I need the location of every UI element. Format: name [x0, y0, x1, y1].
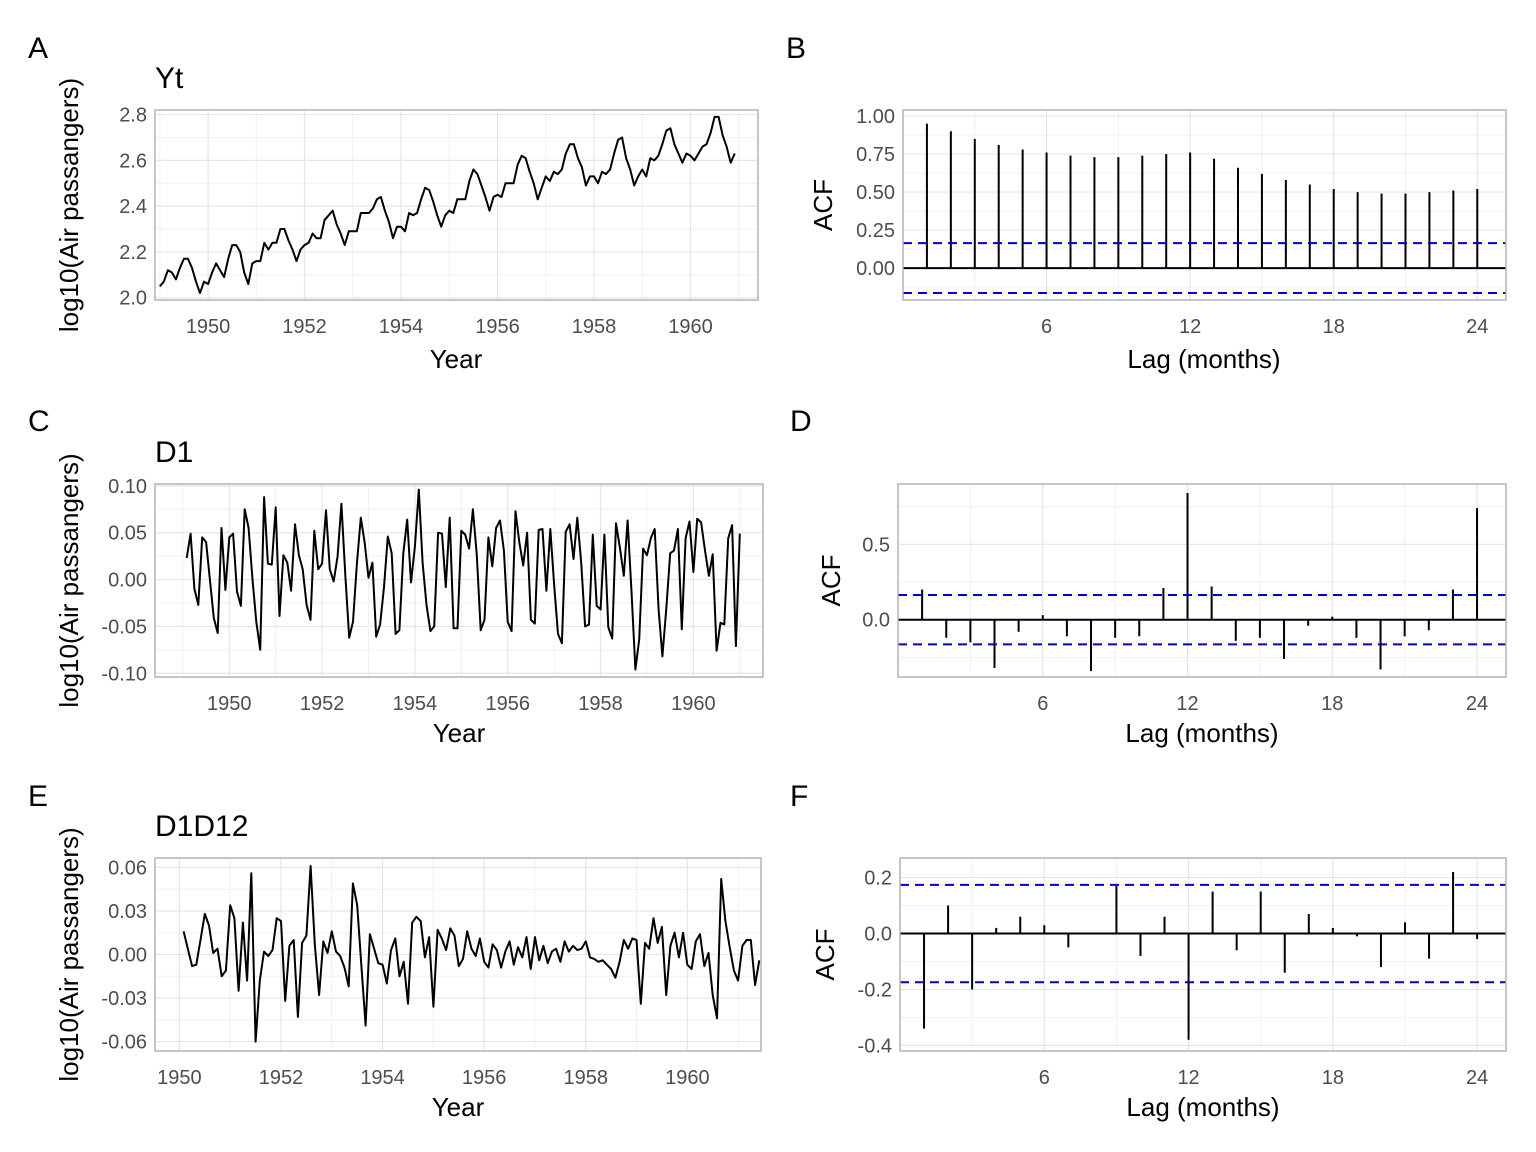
y-tick-label: 0.0 — [862, 610, 890, 632]
panel-border — [897, 483, 1507, 678]
y-tick-label: 0.03 — [108, 901, 147, 923]
x-tick-label: 12 — [1179, 316, 1201, 338]
y-tick-label: 2.0 — [119, 288, 147, 310]
x-axis-title: Year — [433, 718, 486, 748]
x-tick-label: 1960 — [665, 1067, 710, 1089]
chart-d: 0.0 0.5 6 12 18 24 Lag (months) ACF — [816, 483, 1507, 748]
x-tick-label: 1956 — [485, 693, 530, 715]
panel-letter-f: F — [790, 780, 808, 813]
y-tick-label: 0.2 — [864, 868, 892, 890]
series-line — [182, 865, 761, 1043]
panel-letter-a: A — [28, 32, 48, 65]
x-tick-label: 1956 — [475, 316, 520, 338]
y-tick-label: -0.05 — [101, 616, 147, 638]
y-tick-label: 0.10 — [108, 476, 147, 498]
y-axis-title: log10(Air passangers) — [54, 78, 84, 332]
chart-c: -0.10 -0.05 0.00 0.05 0.10 1950 1952 1954 1956 19… — [54, 453, 764, 748]
chart-f: -0.4 -0.2 0.0 0.2 6 12 18 24 Lag (months) ACF — [810, 857, 1507, 1122]
x-tick-label: 1954 — [379, 316, 424, 338]
y-tick-label: 0.50 — [856, 182, 895, 204]
y-tick-label: -0.4 — [858, 1035, 892, 1057]
y-tick-label: 2.2 — [119, 242, 147, 264]
x-axis-title: Lag (months) — [1125, 718, 1278, 748]
panel-border — [154, 483, 764, 678]
x-tick-label: 1950 — [207, 693, 252, 715]
x-axis-title: Lag (months) — [1126, 1092, 1279, 1122]
x-tick-label: 18 — [1322, 1067, 1344, 1089]
panel-title-e: D1D12 — [155, 810, 248, 843]
x-tick-label: 1956 — [462, 1067, 507, 1089]
x-tick-label: 18 — [1321, 693, 1343, 715]
x-tick-label: 6 — [1039, 1067, 1050, 1089]
panel-border — [154, 109, 759, 301]
x-tick-label: 1960 — [671, 693, 716, 715]
y-tick-label: 0.00 — [108, 570, 147, 592]
chart-a: 2.0 2.2 2.4 2.6 2.8 1950 1952 1954 1956 1958 1960 Y… — [54, 78, 759, 374]
y-tick-label: 0.25 — [856, 220, 895, 242]
x-axis-title: Lag (months) — [1127, 344, 1280, 374]
y-tick-label: 0.05 — [108, 523, 147, 545]
panel-border — [902, 109, 1507, 301]
y-tick-label: 0.00 — [856, 258, 895, 280]
x-tick-label: 1952 — [282, 316, 327, 338]
panel-letter-c: C — [28, 405, 50, 438]
x-tick-label: 24 — [1466, 316, 1488, 338]
y-tick-label: 0.75 — [856, 144, 895, 166]
y-tick-label: 0.00 — [108, 945, 147, 967]
y-axis-title: log10(Air passangers) — [54, 453, 84, 707]
x-tick-label: 1954 — [393, 693, 438, 715]
x-tick-label: 18 — [1323, 316, 1345, 338]
y-tick-label: 0.0 — [864, 924, 892, 946]
x-tick-label: 24 — [1466, 1067, 1488, 1089]
panel-letter-e: E — [28, 780, 48, 813]
x-tick-label: 1950 — [157, 1067, 202, 1089]
x-tick-label: 24 — [1466, 693, 1488, 715]
x-tick-label: 1958 — [572, 316, 617, 338]
panel-title-a: Yt — [155, 62, 184, 95]
y-tick-label: 2.8 — [119, 105, 147, 127]
series-line — [159, 115, 736, 295]
panel-letter-b: B — [786, 32, 806, 65]
x-tick-label: 1954 — [360, 1067, 405, 1089]
y-tick-label: -0.2 — [858, 979, 892, 1001]
plot-background — [898, 484, 1506, 677]
panel-border — [899, 857, 1507, 1052]
chart-e: -0.06 -0.03 0.00 0.03 0.06 1950 1952 1954 1956 19… — [54, 827, 762, 1122]
x-tick-label: 1950 — [186, 316, 231, 338]
y-axis-title: ACF — [810, 929, 840, 981]
y-tick-label: -0.03 — [101, 988, 147, 1010]
x-tick-label: 1960 — [668, 316, 713, 338]
y-axis-title: log10(Air passangers) — [54, 827, 84, 1081]
x-tick-label: 1958 — [578, 693, 623, 715]
x-tick-label: 1958 — [564, 1067, 609, 1089]
y-axis-title: ACF — [816, 555, 846, 607]
chart-b: 0.00 0.25 0.50 0.75 1.00 6 12 18 24 Lag (months) A… — [808, 106, 1507, 374]
y-tick-label: -0.06 — [101, 1032, 147, 1054]
y-tick-label: 0.5 — [862, 534, 890, 556]
x-axis-title: Year — [430, 344, 483, 374]
plot-background — [900, 858, 1506, 1051]
plot-background — [903, 110, 1506, 300]
x-axis-title: Year — [432, 1092, 485, 1122]
x-tick-label: 6 — [1037, 693, 1048, 715]
series-line — [185, 488, 741, 671]
panel-title-c: D1 — [155, 436, 193, 469]
x-tick-label: 12 — [1177, 1067, 1199, 1089]
y-tick-label: 0.06 — [108, 857, 147, 879]
y-tick-label: 1.00 — [856, 106, 895, 128]
x-tick-label: 12 — [1176, 693, 1198, 715]
y-axis-title: ACF — [808, 179, 838, 231]
x-tick-label: 6 — [1041, 316, 1052, 338]
y-tick-label: -0.10 — [101, 663, 147, 685]
panel-border — [154, 857, 762, 1052]
x-tick-label: 1952 — [300, 693, 345, 715]
panel-letter-d: D — [790, 405, 812, 438]
y-tick-label: 2.4 — [119, 196, 147, 218]
y-tick-label: 2.6 — [119, 150, 147, 172]
x-tick-label: 1952 — [259, 1067, 304, 1089]
